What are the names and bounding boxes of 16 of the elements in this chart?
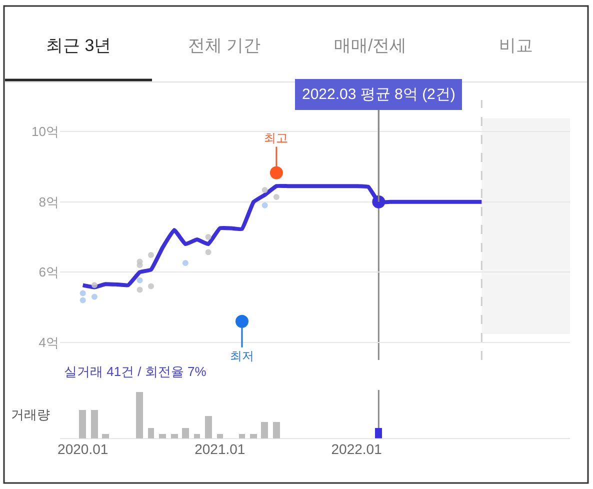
y-tick-label: 4억 [38, 334, 59, 350]
text: 실거래 41건 / 회전율 7% [64, 364, 207, 379]
y-axis-title: 거래량 [11, 407, 50, 422]
x-tick-label: 2020.01 [58, 441, 108, 457]
x-tick-label: 2022.01 [331, 441, 382, 457]
text: 최근 3년 [46, 36, 112, 55]
text: 전체 기간 [188, 36, 261, 55]
annotation: 2022.03 평균 8억 (2건) [302, 86, 456, 103]
y-tick-label: 6억 [38, 264, 59, 280]
text: 매매/전세 [334, 36, 407, 55]
annotation: 최저 [230, 349, 254, 363]
x-tick-label: 2021.01 [194, 441, 246, 457]
annotation: 최고 [264, 131, 288, 145]
y-tick-label: 10억 [32, 124, 59, 140]
y-tick-label: 8억 [38, 194, 59, 210]
text: 비교 [499, 36, 533, 55]
